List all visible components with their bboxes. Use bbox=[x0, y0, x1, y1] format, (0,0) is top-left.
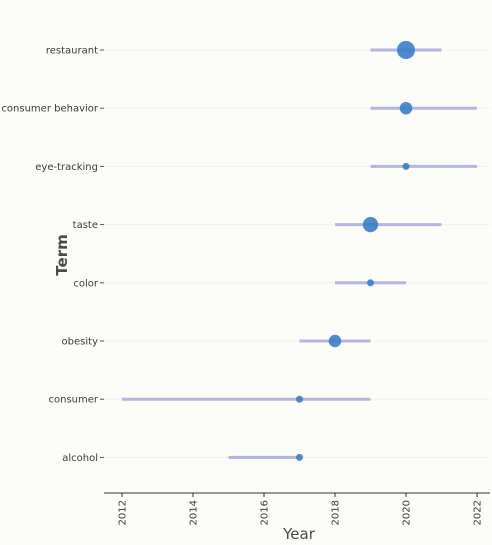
y-tick-label: consumer behavior bbox=[1, 104, 98, 115]
x-tick-label: 2022 bbox=[473, 500, 484, 525]
x-tick-label: 2020 bbox=[402, 500, 413, 525]
y-tick-label: obesity bbox=[62, 337, 99, 348]
x-tick-label: 2016 bbox=[260, 500, 271, 525]
term-point bbox=[402, 162, 410, 170]
term-point bbox=[328, 334, 342, 348]
y-tick-label: eye-tracking bbox=[35, 162, 98, 173]
term-point bbox=[296, 395, 303, 403]
term-point bbox=[399, 101, 413, 115]
y-tick-label: taste bbox=[73, 220, 98, 231]
y-tick-label: color bbox=[73, 278, 99, 289]
x-axis-title: Year bbox=[282, 525, 316, 543]
x-axis-ticks: 2012 2014 2016 2018 2020 2022 bbox=[118, 493, 484, 525]
plot-area bbox=[104, 41, 490, 461]
y-tick-label: alcohol bbox=[62, 453, 98, 464]
y-tick-label: consumer bbox=[48, 395, 98, 406]
term-point bbox=[362, 216, 379, 233]
y-tick-label: restaurant bbox=[46, 46, 98, 57]
x-tick-label: 2012 bbox=[118, 500, 129, 525]
x-tick-label: 2018 bbox=[331, 500, 342, 525]
y-axis-title: Term bbox=[53, 234, 71, 275]
x-tick-label: 2014 bbox=[189, 500, 200, 525]
term-point bbox=[296, 453, 303, 461]
y-axis-ticks: restaurant consumer behavior eye-tracking t… bbox=[1, 46, 104, 464]
term-point bbox=[397, 41, 415, 59]
term-point bbox=[367, 279, 374, 287]
